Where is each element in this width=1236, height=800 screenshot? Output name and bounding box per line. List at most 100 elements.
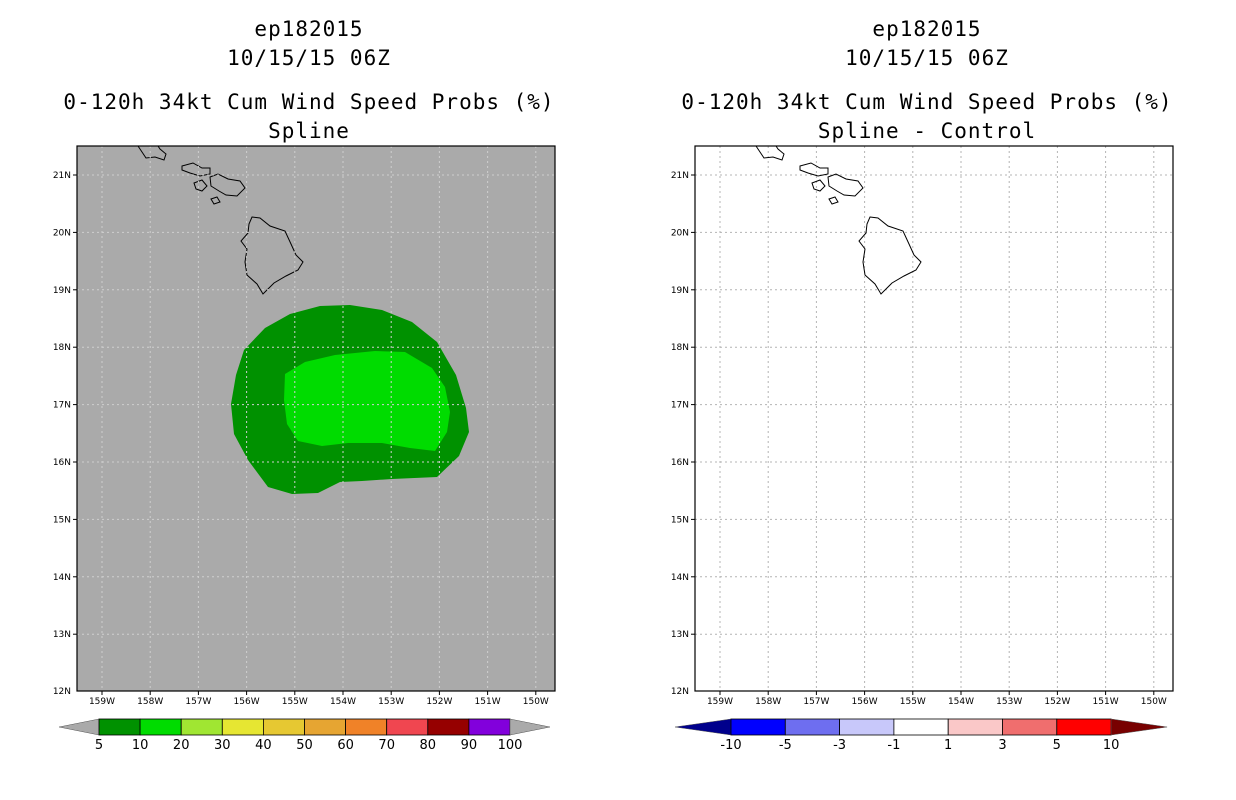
colorbar-label: 70 <box>378 738 395 753</box>
colorbar-label: 10 <box>132 738 149 753</box>
lat-tick-label: 17N <box>53 401 71 411</box>
coastline-maui <box>827 173 864 197</box>
coastline-lanai <box>811 179 826 192</box>
left-plot-border <box>76 145 556 692</box>
coastline-kahoolawe <box>210 196 221 205</box>
colorbar-label: 50 <box>296 738 313 753</box>
lon-tick-label: 153W <box>996 697 1022 707</box>
colorbar-segment <box>98 718 141 736</box>
colorbar-under-triangle <box>58 718 100 736</box>
lon-tick-label: 151W <box>1093 697 1119 707</box>
right-plot-border <box>694 145 1174 692</box>
left-lon-ticks: 159W 158W 157W 156W 155W 154W 153W 152W 151W 150W <box>89 691 549 707</box>
lat-tick-label: 15N <box>671 515 689 525</box>
colorbar-segment <box>468 718 511 736</box>
coastline-oahu-molokai <box>799 162 829 177</box>
lat-tick-label: 12N <box>671 687 689 697</box>
coastline-maui <box>209 173 246 197</box>
lon-tick-label: 156W <box>234 697 260 707</box>
lat-tick-label: 12N <box>53 687 71 697</box>
right-lat-ticks: 21N 20N 19N 18N 17N 16N 15N 14N 13N 12N <box>671 171 695 697</box>
left-lat-ticks: 21N 20N 19N 18N 17N 16N 15N 14N 13N 12N <box>53 171 77 697</box>
lon-tick-label: 158W <box>755 697 781 707</box>
lat-tick-label: 20N <box>53 228 71 238</box>
colorbar-segment <box>345 718 388 736</box>
lat-tick-label: 21N <box>671 171 689 181</box>
lat-tick-label: 15N <box>53 515 71 525</box>
lon-tick-label: 151W <box>475 697 501 707</box>
coastline-hawaii-big-island <box>240 216 304 295</box>
coastline-lanai <box>193 179 208 192</box>
right-coastlines <box>755 145 922 295</box>
lon-tick-label: 156W <box>852 697 878 707</box>
lon-tick-label: 152W <box>1044 697 1070 707</box>
lat-tick-label: 19N <box>53 286 71 296</box>
lon-tick-label: 155W <box>282 697 308 707</box>
colorbar-label: 80 <box>420 738 437 753</box>
colorbar-label: -3 <box>833 738 846 753</box>
coastline-kauai <box>137 145 167 161</box>
lon-tick-label: 152W <box>426 697 452 707</box>
colorbar-label: 1 <box>944 738 952 753</box>
lon-tick-label: 157W <box>185 697 211 707</box>
colorbar-segment <box>139 718 182 736</box>
colorbar-label: 3 <box>998 738 1006 753</box>
colorbar-label: -10 <box>720 738 741 753</box>
left-title-time: 10/15/15 06Z <box>227 46 391 70</box>
colorbar-segment <box>893 718 949 736</box>
colorbar-segment <box>784 718 841 736</box>
lon-tick-label: 154W <box>330 697 356 707</box>
colorbar-label: 5 <box>1053 738 1061 753</box>
coastline-oahu-molokai <box>181 162 211 177</box>
lon-tick-label: 154W <box>948 697 974 707</box>
left-title-product: 0-120h 34kt Cum Wind Speed Probs (%) <box>63 90 555 114</box>
lat-tick-label: 18N <box>53 343 71 353</box>
lat-tick-label: 13N <box>671 630 689 640</box>
colorbar-segment <box>262 718 305 736</box>
left-title-storm: ep182015 <box>254 17 364 41</box>
left-coastlines <box>137 145 304 295</box>
colorbar-label: 20 <box>173 738 190 753</box>
colorbar-label: 5 <box>95 738 103 753</box>
colorbar-segment <box>839 718 895 736</box>
lat-tick-label: 13N <box>53 630 71 640</box>
lon-tick-label: 159W <box>89 697 115 707</box>
coastline-kauai <box>755 145 785 161</box>
right-title-method: Spline - Control <box>817 119 1037 143</box>
colorbar-segment <box>386 718 429 736</box>
lat-tick-label: 16N <box>671 458 689 468</box>
colorbar-segment <box>947 718 1003 736</box>
lat-tick-label: 20N <box>671 228 689 238</box>
lon-tick-label: 150W <box>1141 697 1167 707</box>
lon-tick-label: 159W <box>707 697 733 707</box>
left-map-panel: ep182015 10/15/15 06Z 0-120h 34kt Cum Wi… <box>53 17 556 753</box>
colorbar-label: 100 <box>498 738 523 753</box>
right-title-time: 10/15/15 06Z <box>845 46 1009 70</box>
colorbar-label: 30 <box>214 738 231 753</box>
colorbar-over-triangle <box>509 718 551 736</box>
colorbar-segment <box>180 718 223 736</box>
colorbar-segment <box>1056 718 1112 736</box>
colorbar-segment <box>730 718 786 736</box>
lat-tick-label: 14N <box>53 573 71 583</box>
right-map-panel: ep182015 10/15/15 06Z 0-120h 34kt Cum Wi… <box>618 0 1236 800</box>
colorbar-segment <box>304 718 346 736</box>
lon-tick-label: 155W <box>900 697 926 707</box>
lat-tick-label: 17N <box>671 401 689 411</box>
lat-tick-label: 16N <box>53 458 71 468</box>
lon-tick-label: 153W <box>378 697 404 707</box>
right-title-product: 0-120h 34kt Cum Wind Speed Probs (%) <box>681 90 1173 114</box>
right-gridlines <box>695 146 1173 691</box>
coastline-hawaii-big-island <box>858 216 922 295</box>
lat-tick-label: 14N <box>671 573 689 583</box>
colorbar-label: 60 <box>337 738 354 753</box>
lon-tick-label: 150W <box>523 697 549 707</box>
colorbar-over-triangle <box>1110 718 1168 736</box>
lat-tick-label: 21N <box>53 171 71 181</box>
lon-tick-label: 158W <box>137 697 163 707</box>
lat-tick-label: 19N <box>671 286 689 296</box>
coastline-kahoolawe <box>828 196 839 205</box>
right-colorbar: -10 -5 -3 -1 1 3 5 10 <box>674 718 1168 753</box>
